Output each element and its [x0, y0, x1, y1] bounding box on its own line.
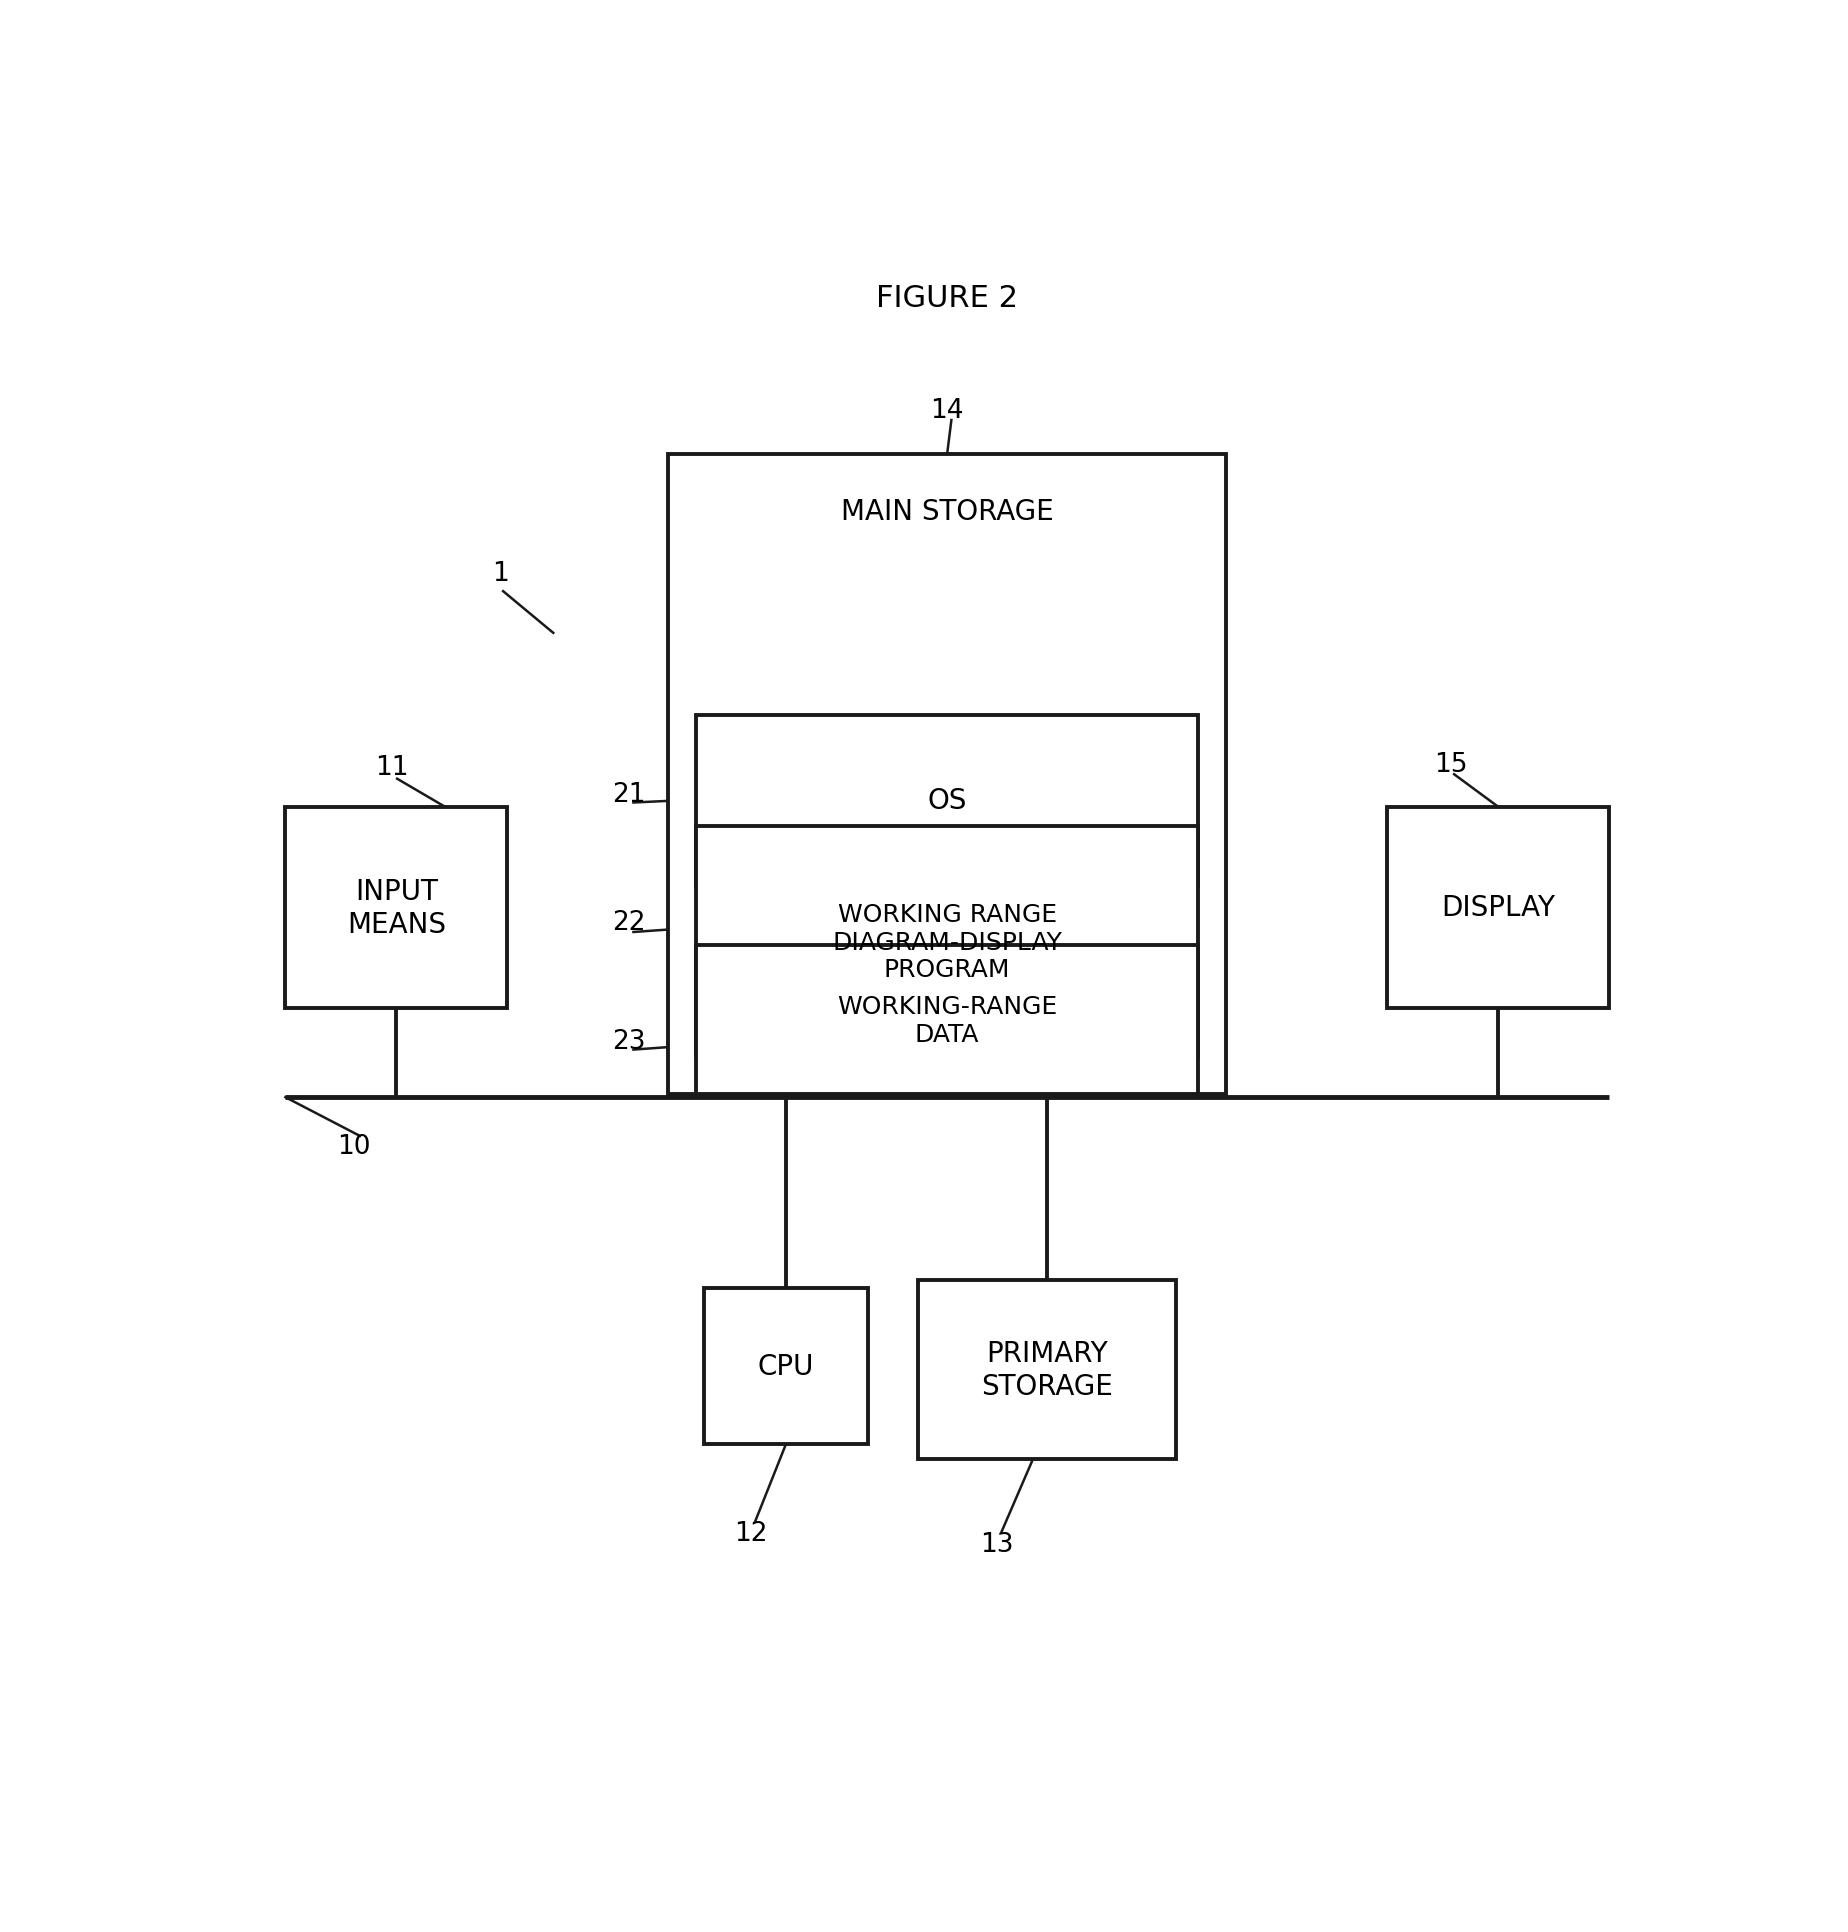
- Text: 23: 23: [612, 1028, 647, 1055]
- Bar: [285, 808, 508, 1009]
- Text: INPUT
MEANS: INPUT MEANS: [347, 877, 445, 939]
- Text: 1: 1: [492, 560, 508, 587]
- Text: 11: 11: [375, 753, 408, 781]
- Text: FIGURE 2: FIGURE 2: [876, 284, 1018, 313]
- Text: 13: 13: [981, 1530, 1015, 1557]
- Bar: [697, 715, 1198, 887]
- Bar: [697, 827, 1198, 1057]
- Text: 21: 21: [612, 781, 647, 808]
- Text: CPU: CPU: [758, 1352, 815, 1379]
- Text: 14: 14: [930, 398, 965, 423]
- Bar: [697, 947, 1198, 1095]
- Text: OS: OS: [928, 786, 967, 815]
- Text: 12: 12: [734, 1520, 767, 1546]
- Text: MAIN STORAGE: MAIN STORAGE: [841, 498, 1053, 526]
- Bar: [704, 1289, 869, 1445]
- Text: DISPLAY: DISPLAY: [1441, 895, 1554, 922]
- Text: 10: 10: [338, 1134, 371, 1159]
- Text: 15: 15: [1434, 752, 1467, 777]
- Bar: [1386, 808, 1610, 1009]
- Bar: [918, 1281, 1175, 1459]
- Bar: [667, 454, 1227, 1095]
- Text: WORKING-RANGE
DATA: WORKING-RANGE DATA: [837, 995, 1057, 1045]
- Text: WORKING RANGE
DIAGRAM-DISPLAY
PROGRAM: WORKING RANGE DIAGRAM-DISPLAY PROGRAM: [832, 902, 1063, 981]
- Text: 22: 22: [612, 910, 647, 935]
- Text: PRIMARY
STORAGE: PRIMARY STORAGE: [981, 1339, 1112, 1401]
